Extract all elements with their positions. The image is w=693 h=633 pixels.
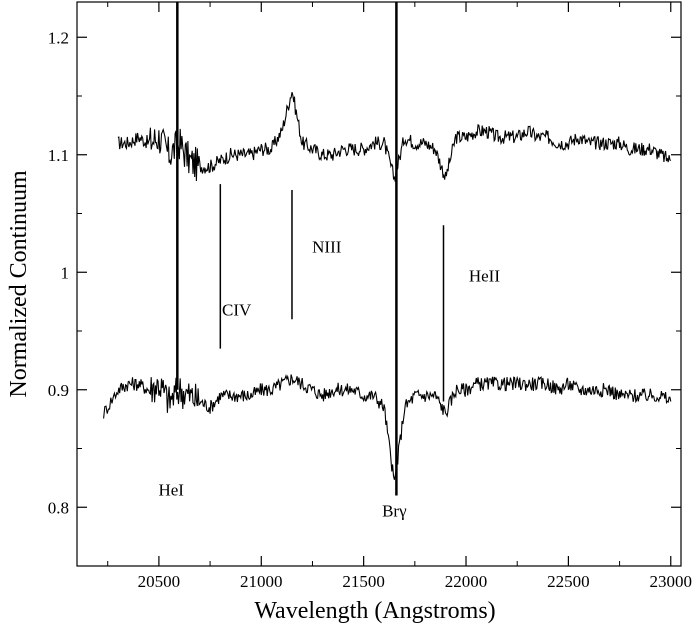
line-label: HeII (469, 267, 500, 286)
y-tick-label: 1.2 (48, 28, 69, 47)
x-tick-label: 21000 (240, 572, 283, 591)
y-axis-title: Normalized Continuum (6, 170, 32, 398)
annotation-layer: HeI CIV NIII Brγ HeII (158, 237, 500, 520)
spectrum-line-1 (117, 92, 672, 182)
x-tick-label: 22500 (547, 572, 590, 591)
y-tick-label: 0.9 (48, 381, 69, 400)
series-layer (103, 2, 672, 496)
y-tick-label: 0.8 (48, 498, 69, 517)
line-label: NIII (312, 237, 342, 256)
y-tick-label: 1.1 (48, 146, 69, 165)
plot-frame (76, 1, 682, 567)
x-tick-label: 22000 (445, 572, 488, 591)
y-tick-label: 1 (61, 263, 70, 282)
marker-layer (219, 184, 445, 402)
x-tick-label: 21500 (342, 572, 385, 591)
line-label: CIV (222, 301, 252, 320)
x-tick-label: 20500 (138, 572, 181, 591)
y-axis: 0.8 0.9 1 1.1 1.2 (48, 28, 681, 567)
x-axis: 20500 21000 21500 22000 22500 23000 (107, 2, 693, 591)
line-label: Brγ (382, 502, 407, 521)
x-axis-title: Wavelength (Angstroms) (254, 598, 495, 624)
x-tick-label: 23000 (650, 572, 693, 591)
line-label: HeI (158, 481, 184, 500)
spectrum-line-2 (103, 373, 672, 480)
